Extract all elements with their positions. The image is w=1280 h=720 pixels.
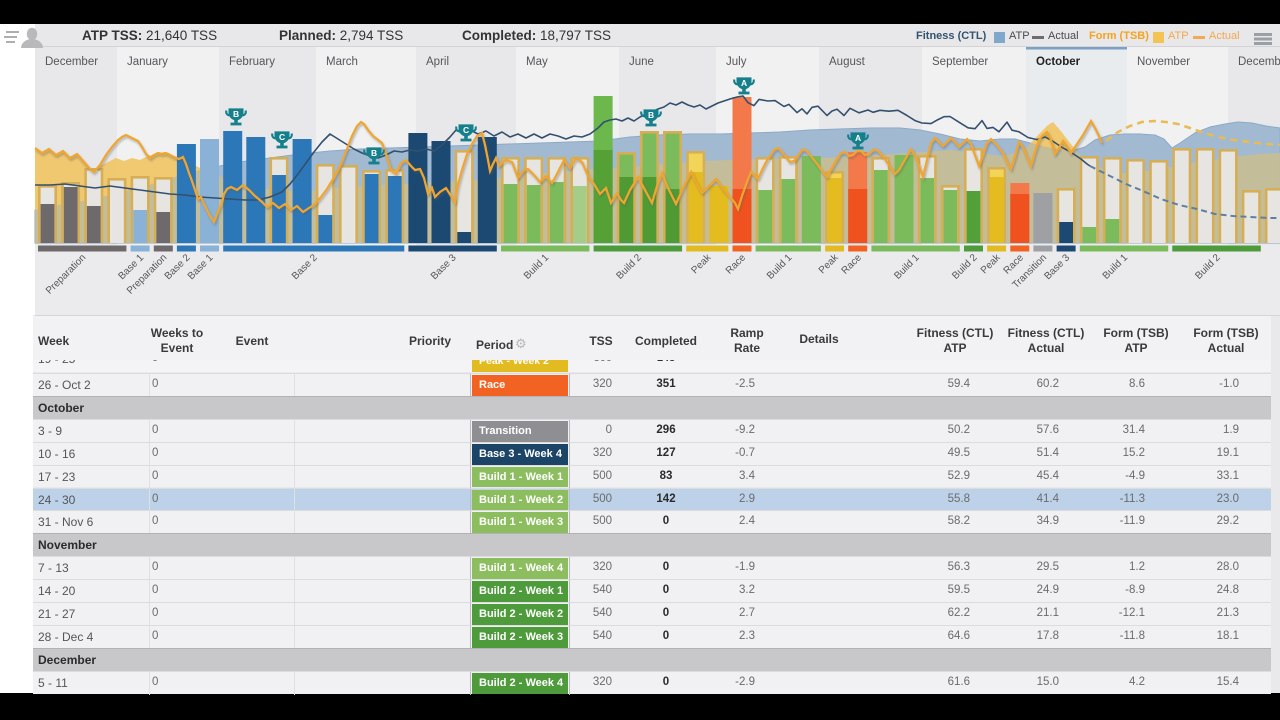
svg-text:B: B xyxy=(648,110,654,120)
svg-text:February: February xyxy=(229,56,275,68)
svg-text:January: January xyxy=(127,56,168,68)
svg-text:November: November xyxy=(1137,56,1190,68)
svg-text:August: August xyxy=(829,56,866,68)
svg-text:July: July xyxy=(726,56,747,68)
svg-text:December: December xyxy=(45,56,98,68)
svg-text:C: C xyxy=(463,125,469,135)
svg-text:April: April xyxy=(426,56,449,68)
svg-text:December: December xyxy=(1238,56,1280,68)
svg-text:October: October xyxy=(1036,56,1081,68)
svg-text:September: September xyxy=(932,56,988,68)
svg-text:A: A xyxy=(741,78,747,88)
svg-text:A: A xyxy=(855,133,861,143)
svg-text:B: B xyxy=(371,148,377,158)
svg-text:June: June xyxy=(629,56,654,68)
svg-text:May: May xyxy=(526,56,548,68)
svg-text:March: March xyxy=(326,56,358,68)
svg-text:C: C xyxy=(279,132,285,142)
svg-text:B: B xyxy=(233,109,239,119)
